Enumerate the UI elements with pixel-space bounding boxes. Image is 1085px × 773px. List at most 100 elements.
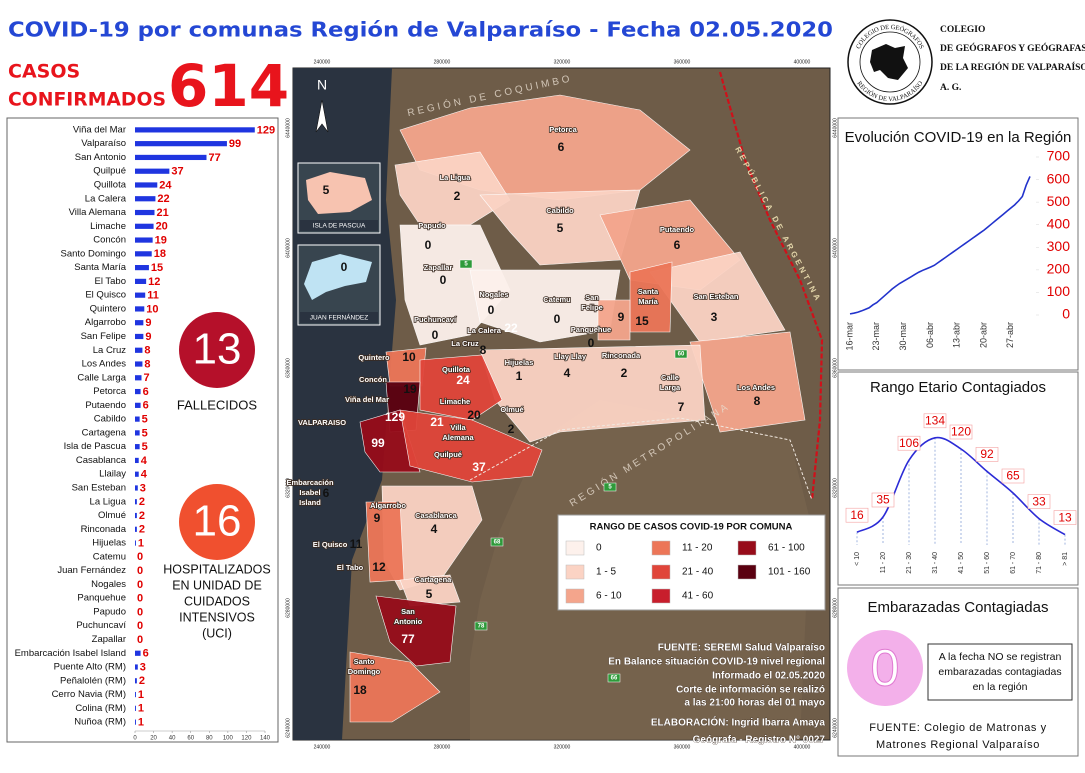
bar-label: Hijuelas [92,538,126,549]
logo-inner [859,31,921,93]
chart-title: Rango Etario Contagiados [870,379,1046,396]
commune-value: 1 [516,369,523,383]
bar-label: Juan Fernández [57,565,126,576]
commune-name: La Calera [467,326,502,335]
legend-swatch [651,540,671,556]
value-label: 10 [146,303,158,315]
bar-label: Embarcación Isabel Island [15,648,126,659]
bar-label: Nuñoa (RM) [74,717,126,728]
commune-name: Calle [661,373,679,382]
map-source: FUENTE: SEREMI Salud Valparaíso [658,643,825,654]
value-label: 16 [850,508,864,522]
road-number: 60 [678,352,685,358]
map-grid-label: 280000 [434,744,451,750]
bar-label: Rinconada [81,524,127,535]
value-label: 8 [144,345,150,357]
commune-value: 12 [372,560,386,574]
x-tick-label: 60 [187,736,194,742]
value-label: 92 [980,447,994,461]
map-source: Geógrafa - Registro N° 0027 [693,735,826,746]
road-number: 5 [608,485,612,491]
value-label: 33 [1032,494,1046,508]
x-tick-label: 71 - 80 [1036,552,1043,574]
value-label: 1 [138,537,144,549]
commune-value: 24 [456,373,470,387]
bar [135,719,136,725]
value-label-box [871,492,895,508]
commune-value: 6 [323,486,330,500]
value-label: 2 [139,675,145,687]
bar [135,416,140,422]
value-label: 0 [137,634,143,646]
commune-value: 10 [402,350,416,364]
map-grid-label: 280000 [434,59,451,65]
value-label-box [1001,468,1025,484]
commune-value: 0 [425,238,432,252]
value-label: 3 [140,482,146,494]
map-grid-label: 400000 [794,59,811,65]
map-source: Informado el 02.05.2020 [712,671,825,682]
inset-caption-box [300,312,378,323]
value-label: 5 [142,427,148,439]
x-tick-label: 23-mar [871,322,881,351]
commune-value: 2 [454,189,461,203]
logo-text: DE GEÓGRAFOS Y GEÓGRAFAS [940,42,1085,54]
bar-label: Casablanca [76,455,127,466]
note-text: embarazadas contagiadas [938,666,1061,678]
map-grid-label: 320000 [554,59,571,65]
bar [135,251,152,257]
commune-name: Casablanca [415,511,458,520]
bar-label: Papudo [93,606,126,617]
commune-value: 6 [674,238,681,252]
value-label: 106 [899,436,919,450]
road-shield [603,482,617,492]
map-grid-label: 6360000 [832,358,838,378]
map-grid-label: 240000 [314,744,331,750]
icu-circle [179,484,255,560]
value-label: 18 [154,248,166,260]
commune-name: El Tabo [337,563,364,572]
pregnant-value: 0 [871,640,900,698]
x-tick-label: 41 - 50 [958,552,965,574]
road-number: 5 [464,262,468,268]
island-shape [306,172,372,214]
north-label: N [317,77,327,93]
commune-name: Panquehue [571,325,611,334]
y-tick-label: 200 [1047,261,1071,277]
bar [135,223,154,229]
value-label: 2 [139,524,145,536]
commune-name: Papudo [418,221,446,230]
value-label: 9 [145,331,151,343]
commune-name: San Esteban [693,292,738,301]
map-grid-label: 360000 [674,59,691,65]
bar [135,471,139,477]
bar [135,499,137,505]
cases-label: CONFIRMADOS [8,89,166,111]
note-text: A la fecha NO se registran [939,651,1062,663]
commune-value: 3 [711,310,718,324]
bar-label: Cartagena [82,427,127,438]
y-tick-label: 400 [1047,215,1071,231]
value-label: 99 [229,138,241,150]
commune-name: Olmué [500,405,523,414]
road-number: 68 [494,540,501,546]
value-label: 24 [159,179,172,191]
bar-label: La Cruz [93,345,127,356]
commune-name: Limache [440,397,470,406]
legend-label: 6 - 10 [596,591,622,602]
commune-name: Catemu [543,295,571,304]
commune-value: 0 [554,312,561,326]
bar-label: San Antonio [75,152,126,163]
commune-value: 8 [480,343,487,357]
value-label: 129 [257,124,275,136]
commune-value: 5 [426,587,433,601]
inset-value: 5 [323,183,330,197]
commune-name: María [638,297,658,306]
map-grid-label: 6240000 [285,718,291,738]
value-label: 22 [157,193,169,205]
map-grid-label: 360000 [674,744,691,750]
bar [135,375,142,381]
